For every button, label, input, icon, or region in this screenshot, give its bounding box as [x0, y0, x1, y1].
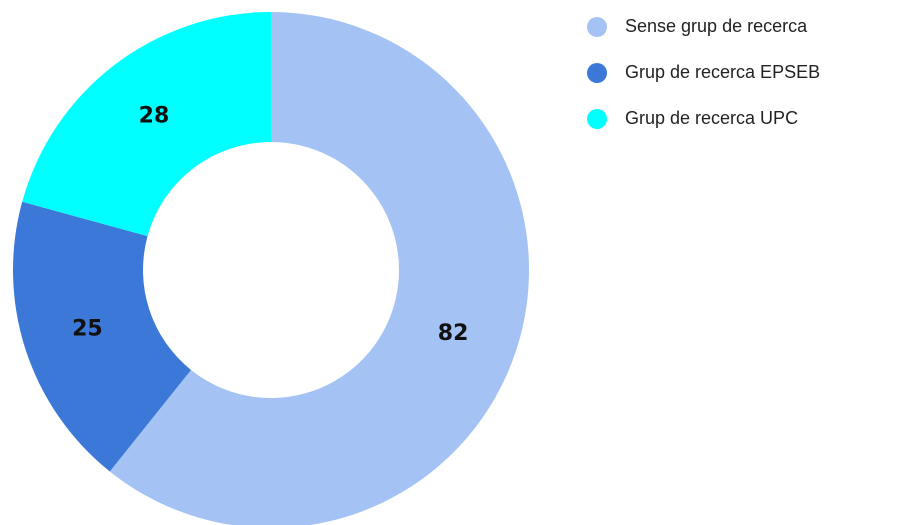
donut-slice: [22, 12, 271, 237]
donut-slice: [13, 201, 192, 472]
donut-slice: [109, 12, 529, 525]
value-label: 25: [72, 317, 103, 342]
legend-swatch: [587, 63, 607, 83]
legend-label: Grup de recerca EPSEB: [625, 62, 820, 82]
legend-swatch: [587, 17, 607, 37]
legend-swatch: [587, 109, 607, 129]
value-label: 82: [438, 321, 469, 346]
legend-label: Grup de recerca UPC: [625, 108, 798, 128]
legend-label: Sense grup de recerca: [625, 16, 808, 36]
value-label: 28: [139, 104, 170, 129]
